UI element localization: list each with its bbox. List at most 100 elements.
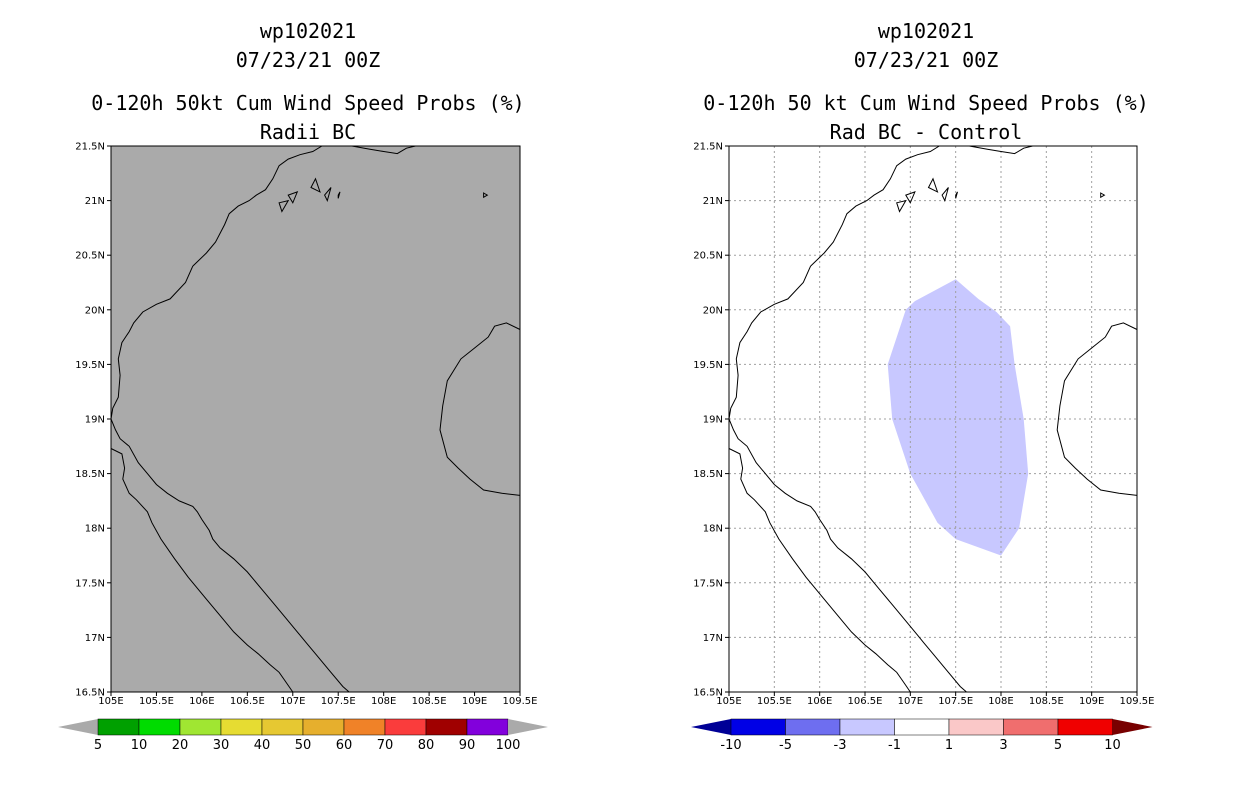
lat-tick-label: 20N — [85, 305, 105, 316]
island — [955, 191, 958, 199]
lon-tick-label: 107.5E — [321, 696, 356, 707]
colorbar-segment — [839, 718, 895, 736]
lat-tick-label: 19N — [85, 415, 105, 426]
lat-tick-label: 21N — [85, 196, 105, 207]
left-colorbar: 5 10 20 30 40 50 60 70 80 90 100 — [58, 718, 548, 753]
lat-tick-label: 18N — [85, 524, 105, 535]
probability-area — [887, 279, 1029, 556]
right-plot-subtitle: Rad BC - Control — [830, 120, 1023, 144]
island — [896, 199, 907, 213]
lat-tick-label: 16.5N — [693, 688, 723, 699]
left-lat-ticks: 16.5N 17N 17.5N 18N 18.5N 19N 19.5N 20N 20.5N 21N… — [75, 142, 111, 699]
lat-tick-label: 19.5N — [693, 360, 723, 371]
right-plot-title: 0-120h 50 kt Cum Wind Speed Probs (%) — [703, 91, 1149, 115]
colorbar-left-triangle — [691, 719, 731, 735]
right-panel: wp102021 07/23/21 00Z 0-120h 50 kt Cum W… — [691, 19, 1154, 753]
right-storm-id: wp102021 — [878, 19, 974, 43]
colorbar-segment — [261, 718, 304, 736]
right-datetime: 07/23/21 00Z — [854, 48, 999, 72]
colorbar-label: 3 — [999, 738, 1007, 753]
lon-tick-label: 109.5E — [503, 696, 538, 707]
lon-tick-label: 106.5E — [848, 696, 883, 707]
colorbar-segment — [302, 718, 345, 736]
colorbar-segment — [1057, 718, 1113, 736]
left-coastline — [110, 145, 521, 693]
colorbar-label: -3 — [834, 738, 847, 753]
lon-tick-label: 107E — [280, 696, 305, 707]
island — [324, 187, 332, 202]
lat-tick-label: 19.5N — [75, 360, 105, 371]
colorbar-segment — [948, 718, 1004, 736]
colorbar-segment — [97, 718, 140, 736]
right-colorbar: -10 -5 -3 -1 1 3 5 10 — [691, 718, 1153, 753]
island — [905, 191, 916, 204]
island — [1100, 192, 1106, 199]
colorbar-segment — [466, 718, 509, 736]
colorbar-segment — [785, 718, 841, 736]
colorbar-segment — [220, 718, 263, 736]
left-lon-ticks: 105E 105.5E 106E 106.5E 107E 107.5E 108E 108.5E… — [98, 692, 537, 707]
colorbar-label: 20 — [172, 738, 189, 753]
lat-tick-label: 18.5N — [693, 469, 723, 480]
colorbar-right-triangle — [508, 719, 548, 735]
island — [337, 191, 341, 199]
colorbar-label: -1 — [888, 738, 901, 753]
colorbar-label: 5 — [1054, 738, 1062, 753]
coastline-hainan — [439, 322, 521, 496]
lon-tick-label: 107E — [898, 696, 923, 707]
lat-tick-label: 18N — [703, 524, 723, 535]
colorbar-label: 1 — [945, 738, 953, 753]
coastline-north — [810, 145, 940, 267]
right-lon-ticks: 105E 105.5E 106E 106.5E 107E 107.5E 108E 108.5E… — [716, 692, 1154, 707]
island — [941, 187, 949, 203]
colorbar-segment — [894, 718, 950, 736]
colorbar-label: 80 — [418, 738, 435, 753]
colorbar-label: 10 — [131, 738, 148, 753]
colorbar-segment — [138, 718, 181, 736]
coastline-gulf — [728, 265, 967, 693]
lat-tick-label: 20.5N — [693, 251, 723, 262]
left-map-background — [111, 146, 520, 692]
colorbar-left-triangle — [58, 719, 98, 735]
lat-tick-label: 20N — [703, 305, 723, 316]
lon-tick-label: 105.5E — [757, 696, 792, 707]
lon-tick-label: 109E — [462, 696, 487, 707]
lon-tick-label: 105E — [98, 696, 123, 707]
lat-tick-label: 17N — [703, 633, 723, 644]
lon-tick-label: 109.5E — [1120, 696, 1155, 707]
right-grid — [729, 146, 1137, 692]
colorbar-label: 100 — [496, 738, 521, 753]
lon-tick-label: 108.5E — [1029, 696, 1064, 707]
left-storm-id: wp102021 — [260, 19, 356, 43]
lat-tick-label: 21N — [703, 196, 723, 207]
left-datetime: 07/23/21 00Z — [236, 48, 381, 72]
colorbar-segment — [730, 718, 786, 736]
lon-tick-label: 108E — [371, 696, 396, 707]
lat-tick-label: 16.5N — [75, 688, 105, 699]
lon-tick-label: 105E — [716, 696, 741, 707]
colorbar-label: -10 — [720, 738, 741, 753]
lon-tick-label: 106E — [189, 696, 214, 707]
right-coastline — [728, 145, 1138, 693]
coastline-hainan — [1056, 322, 1138, 496]
colorbar-label: 10 — [1104, 738, 1121, 753]
lat-tick-label: 21.5N — [75, 142, 105, 153]
colorbar-label: 60 — [336, 738, 353, 753]
lat-tick-label: 17N — [85, 633, 105, 644]
colorbar-segment — [343, 718, 386, 736]
left-plot-subtitle: Radii BC — [260, 120, 356, 144]
island — [287, 191, 299, 204]
colorbar-label: 50 — [295, 738, 312, 753]
colorbar-segment — [425, 718, 468, 736]
coastline-gulf — [110, 265, 350, 693]
colorbar-right-triangle — [1112, 719, 1153, 735]
coastline-south — [728, 448, 911, 693]
lat-tick-label: 17.5N — [75, 578, 105, 589]
island — [278, 199, 290, 213]
lon-tick-label: 107.5E — [938, 696, 973, 707]
lon-tick-label: 109E — [1079, 696, 1104, 707]
right-probability-shading — [887, 279, 1029, 556]
island — [483, 192, 489, 199]
colorbar-label: 5 — [94, 738, 102, 753]
